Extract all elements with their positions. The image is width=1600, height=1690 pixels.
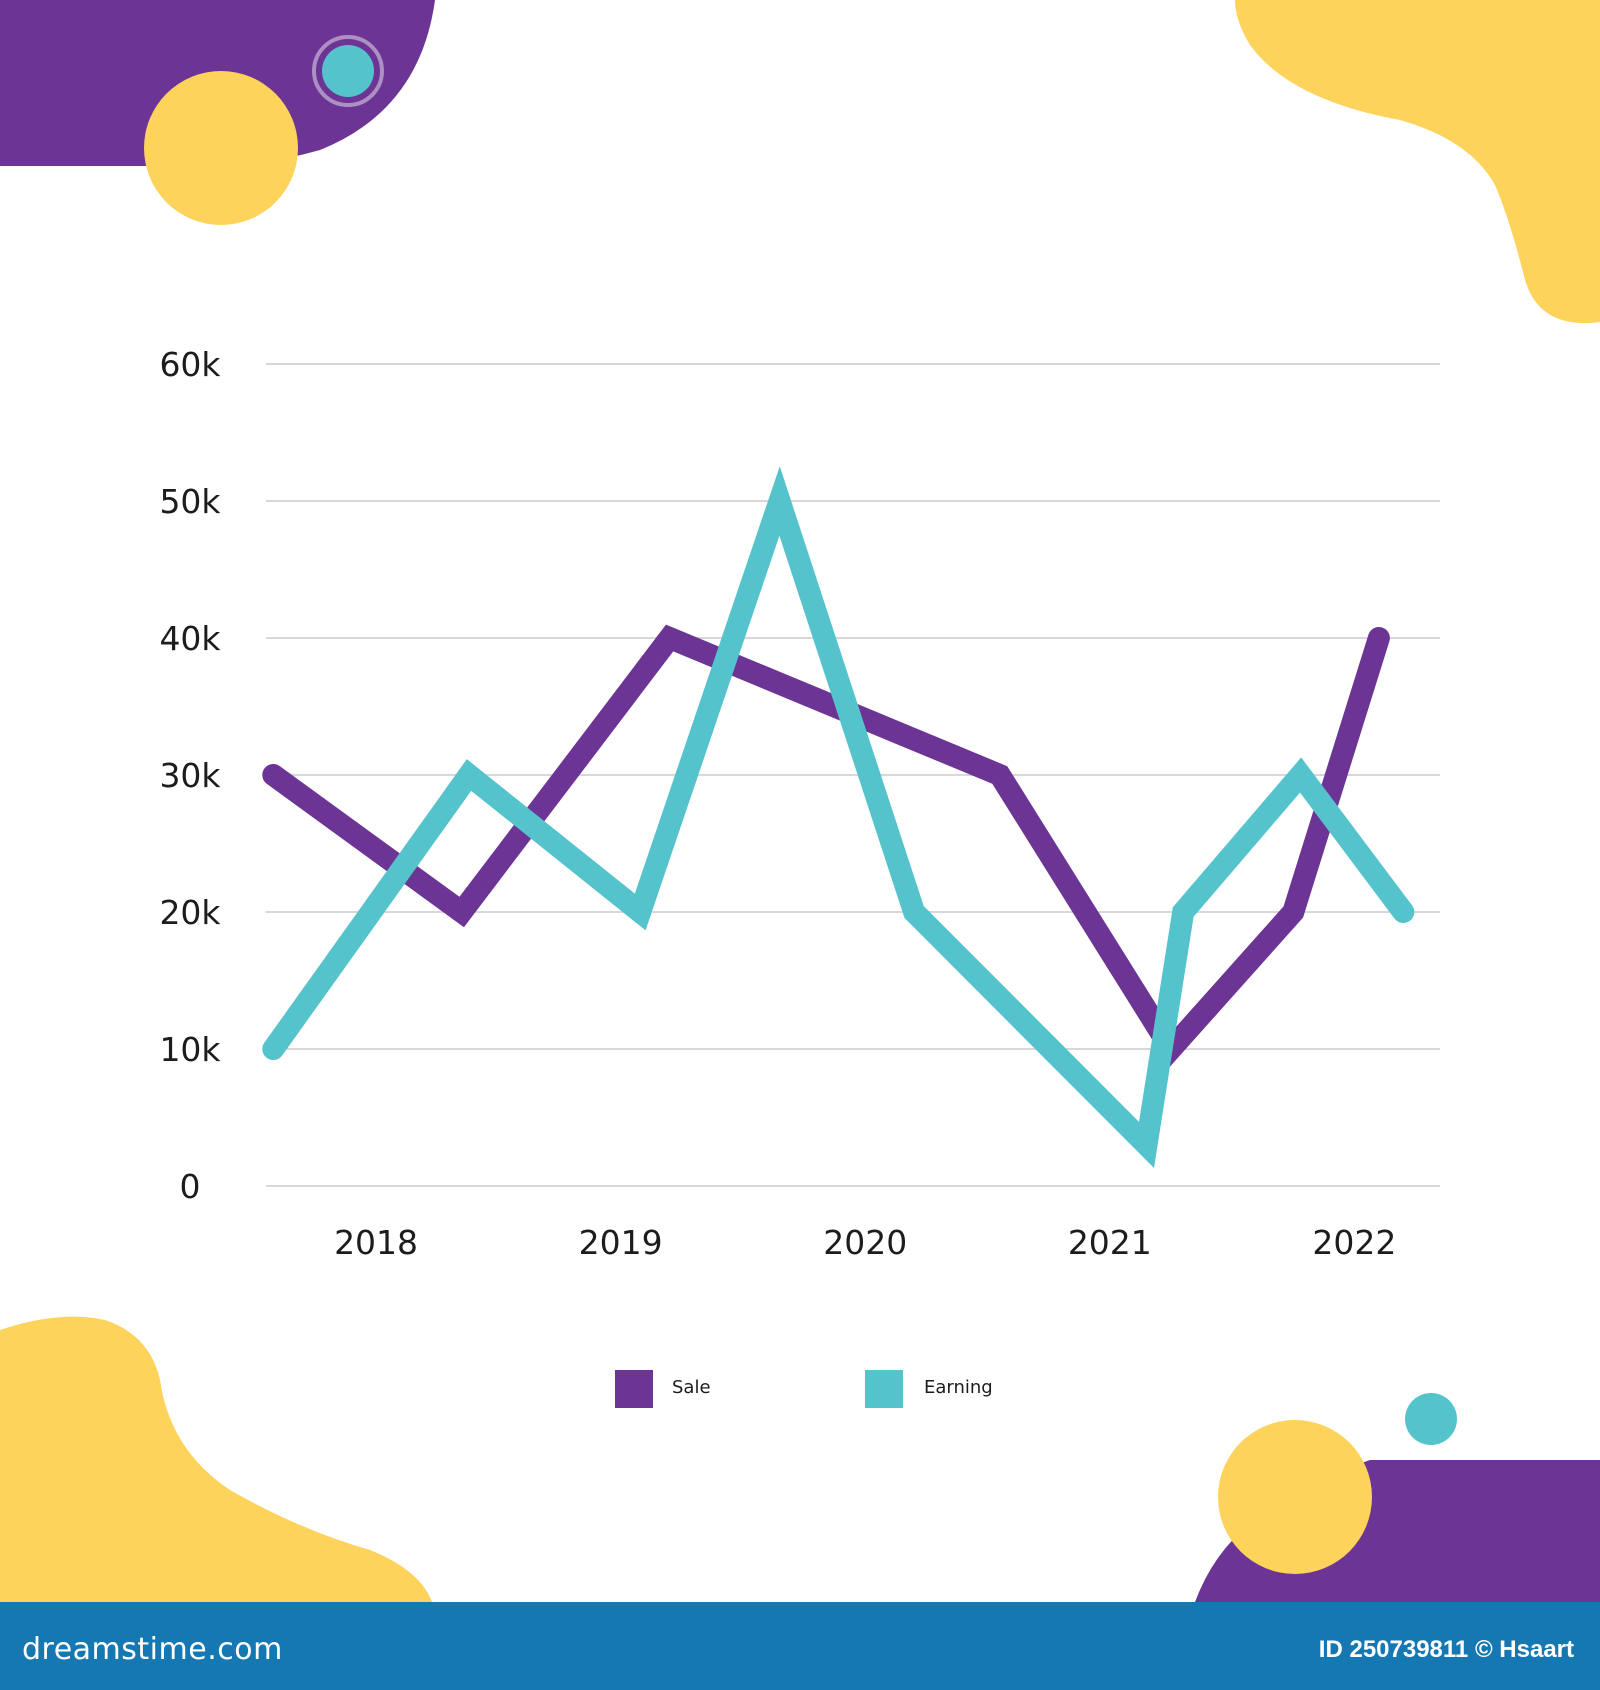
x-tick-label: 2020	[823, 1223, 907, 1262]
y-tick-label: 10k	[159, 1030, 221, 1069]
decor-top-right	[1235, 0, 1600, 324]
legend-swatch-sale	[615, 1370, 653, 1408]
footer-site-link[interactable]: dreamstime.com	[22, 1632, 283, 1667]
decor-bottom-left	[0, 1316, 432, 1602]
x-tick-label: 2019	[579, 1223, 663, 1262]
y-tick-label: 60k	[159, 345, 221, 384]
yellow-circle-top-left	[144, 71, 298, 225]
decor-top-left	[0, 0, 435, 225]
x-tick-label: 2018	[334, 1223, 418, 1262]
yellow-blob-top-right	[1235, 0, 1600, 324]
chart-gridlines	[266, 363, 1440, 1187]
x-axis: 2018 2019 2020 2021 2022	[334, 1223, 1396, 1262]
series-line-sale	[262, 624, 1390, 1068]
footer-bar	[0, 1602, 1600, 1690]
series-line-earning	[262, 466, 1415, 1168]
y-tick-label: 40k	[159, 619, 221, 658]
yellow-circle-bottom-right	[1218, 1420, 1372, 1574]
y-tick-label: 50k	[159, 482, 221, 521]
decor-bottom-right	[1195, 1393, 1600, 1602]
y-tick-label: 30k	[159, 756, 221, 795]
yellow-blob-bottom-left	[0, 1316, 432, 1602]
chart-series	[262, 466, 1415, 1168]
legend-swatch-earning	[865, 1370, 903, 1408]
x-tick-label: 2021	[1068, 1223, 1152, 1262]
y-axis: 0 10k 20k 30k 40k 50k 60k	[159, 345, 221, 1206]
swirl-ring-icon	[312, 35, 384, 107]
y-tick-label: 20k	[159, 893, 221, 932]
swirl-icon	[322, 45, 374, 97]
y-tick-label: 0	[180, 1167, 201, 1206]
legend: Sale Earning	[615, 1370, 993, 1408]
legend-label-earning: Earning	[924, 1377, 993, 1398]
footer-image-id: ID 250739811 © Hsaart	[1318, 1636, 1574, 1663]
x-tick-label: 2022	[1312, 1223, 1396, 1262]
teal-dot-bottom-right	[1405, 1393, 1457, 1445]
legend-label-sale: Sale	[672, 1377, 711, 1398]
